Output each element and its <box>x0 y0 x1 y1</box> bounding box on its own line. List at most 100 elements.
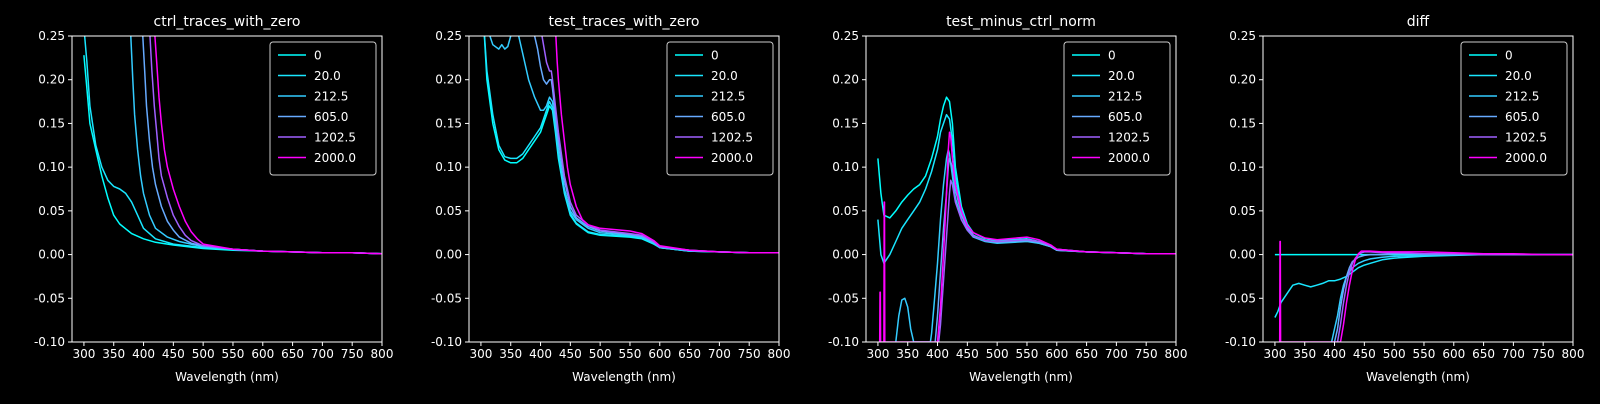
legend-entry: 605.0 <box>314 110 348 124</box>
x-tick-label: 500 <box>986 347 1009 361</box>
x-tick-label: 450 <box>1353 347 1376 361</box>
series-line-3 <box>489 36 779 254</box>
x-tick-label: 700 <box>1105 347 1128 361</box>
legend-entry: 0 <box>314 49 322 63</box>
series-line-2 <box>1274 253 1573 318</box>
chart-title: ctrl_traces_with_zero <box>154 14 301 30</box>
y-tick-label: 0.05 <box>1229 204 1256 218</box>
y-tick-label: 0.05 <box>38 204 65 218</box>
y-tick-label: 0.15 <box>1229 116 1256 130</box>
x-tick-label: 300 <box>1263 347 1286 361</box>
x-tick-label: 550 <box>1413 347 1436 361</box>
y-tick-label: 0.00 <box>435 248 462 262</box>
x-tick-label: 650 <box>281 347 304 361</box>
legend-entry: 605.0 <box>1505 110 1539 124</box>
legend-entry: 0 <box>1505 49 1513 63</box>
x-tick-label: 550 <box>619 347 642 361</box>
x-tick-label: 400 <box>132 347 155 361</box>
y-tick-label: -0.05 <box>828 291 859 305</box>
chart-panel-4: 300 350 400 450 500 550 600 650 700 750 800 -0.10 -0… <box>1225 14 1585 384</box>
chart-panel-1: 300 350 400 450 500 550 600 650 700 750 800 -0.10 -0… <box>34 14 394 384</box>
x-tick-label: 300 <box>469 347 492 361</box>
x-tick-label: 500 <box>192 347 215 361</box>
y-tick-label: -0.10 <box>828 335 859 349</box>
y-tick-label: -0.10 <box>1225 335 1256 349</box>
chart-title: test_traces_with_zero <box>549 14 700 30</box>
y-tick-label: -0.10 <box>431 335 462 349</box>
legend-entry: 20.0 <box>314 69 341 83</box>
x-tick-label: 300 <box>866 347 889 361</box>
x-tick-label: 350 <box>896 347 919 361</box>
x-axis-label: Wavelength (nm) <box>572 370 676 384</box>
y-tick-label: 0.20 <box>1229 73 1256 87</box>
y-tick-label: 0.15 <box>38 116 65 130</box>
y-tick-label: 0.25 <box>38 29 65 43</box>
y-tick-label: 0.10 <box>38 160 65 174</box>
x-tick-label: 650 <box>1075 347 1098 361</box>
x-axis-label: Wavelength (nm) <box>969 370 1073 384</box>
series-group <box>83 36 382 255</box>
y-tick-label: 0.15 <box>832 116 859 130</box>
x-tick-label: 800 <box>1165 347 1188 361</box>
y-tick-label: 0.20 <box>832 73 859 87</box>
legend-entry: 212.5 <box>711 90 745 104</box>
legend-entry: 212.5 <box>1505 90 1539 104</box>
series-group <box>877 96 1176 342</box>
legend-entry: 605.0 <box>1108 110 1142 124</box>
x-tick-label: 550 <box>222 347 245 361</box>
y-tick-label: -0.05 <box>431 291 462 305</box>
x-tick-label: 350 <box>499 347 522 361</box>
legend-entry: 2000.0 <box>1108 151 1150 165</box>
axes-frame <box>468 35 780 343</box>
series-line-6 <box>878 131 1176 342</box>
legend-entry: 1202.5 <box>1108 131 1150 145</box>
x-tick-label: 750 <box>738 347 761 361</box>
legend-entry: 0 <box>711 49 719 63</box>
x-tick-label: 450 <box>162 347 185 361</box>
legend-entry: 20.0 <box>1505 69 1532 83</box>
axes-frame <box>865 35 1177 343</box>
legend-entry: 212.5 <box>314 90 348 104</box>
legend-entry: 212.5 <box>1108 90 1142 104</box>
x-tick-label: 400 <box>926 347 949 361</box>
y-tick-label: 0.05 <box>832 204 859 218</box>
x-tick-label: 600 <box>1442 347 1465 361</box>
legend-entry: 1202.5 <box>314 131 356 145</box>
x-tick-label: 600 <box>1045 347 1068 361</box>
y-tick-label: 0.20 <box>435 73 462 87</box>
x-tick-label: 600 <box>648 347 671 361</box>
y-tick-label: 0.00 <box>1229 248 1256 262</box>
chart-panel-3: 300 350 400 450 500 550 600 650 700 750 800 -0.10 -0… <box>828 14 1188 384</box>
legend: 0 20.0 212.5 605.0 1202.5 2000.0 <box>666 41 774 176</box>
x-tick-label: 350 <box>1293 347 1316 361</box>
series-line-4 <box>1333 252 1573 342</box>
legend-entry: 2000.0 <box>711 151 753 165</box>
x-tick-label: 450 <box>956 347 979 361</box>
x-tick-label: 450 <box>559 347 582 361</box>
x-tick-label: 750 <box>1135 347 1158 361</box>
x-tick-label: 650 <box>1472 347 1495 361</box>
y-tick-label: 0.05 <box>435 204 462 218</box>
series-line-6 <box>555 36 779 254</box>
series-group <box>483 36 779 254</box>
x-tick-label: 300 <box>72 347 95 361</box>
legend-entry: 1202.5 <box>1505 131 1547 145</box>
x-tick-label: 800 <box>768 347 791 361</box>
series-line-5 <box>937 179 1176 342</box>
series-group <box>1274 240 1573 342</box>
x-tick-label: 350 <box>102 347 125 361</box>
legend-entry: 1202.5 <box>711 131 753 145</box>
legend-entry: 2000.0 <box>1505 151 1547 165</box>
x-tick-label: 750 <box>341 347 364 361</box>
y-tick-label: 0.10 <box>832 160 859 174</box>
y-tick-label: -0.10 <box>34 335 65 349</box>
legend-entry: 605.0 <box>711 110 745 124</box>
y-tick-label: -0.05 <box>1225 291 1256 305</box>
x-tick-label: 500 <box>1383 347 1406 361</box>
y-tick-label: 0.15 <box>435 116 462 130</box>
y-tick-label: 0.10 <box>1229 160 1256 174</box>
x-tick-label: 400 <box>1323 347 1346 361</box>
y-tick-label: -0.05 <box>34 291 65 305</box>
